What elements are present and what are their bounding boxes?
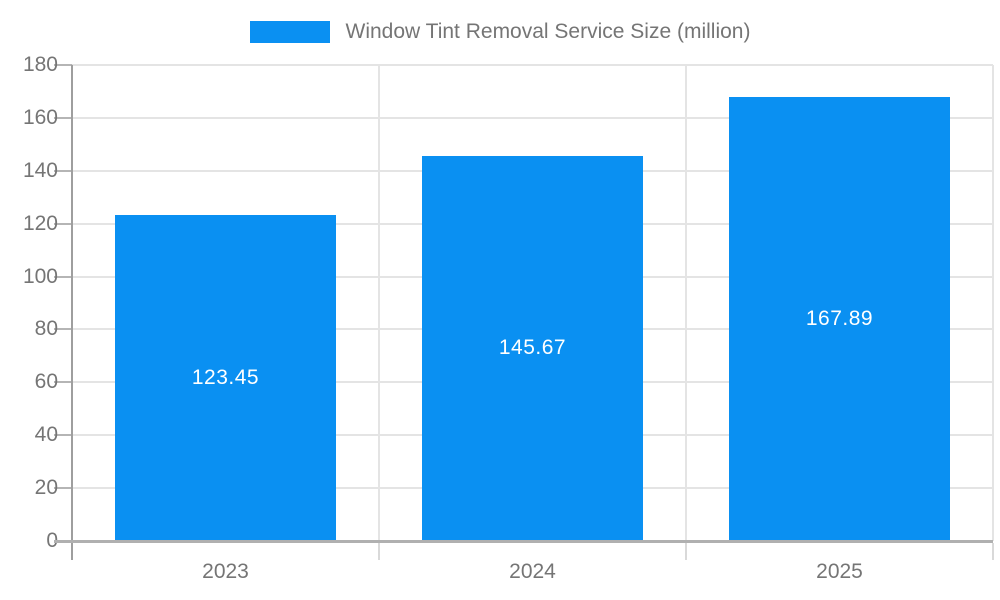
bar: 123.45 (115, 214, 336, 541)
x-tick-label: 2023 (202, 560, 249, 583)
legend-swatch (249, 21, 330, 43)
y-tick (54, 64, 72, 66)
y-tick (54, 275, 72, 278)
x-gridline (685, 65, 687, 541)
x-gridline (992, 65, 994, 541)
x-gridline (378, 65, 380, 541)
y-tick-label: 180 (22, 53, 58, 76)
y-tick-label: 100 (22, 264, 58, 288)
y-tick-label: 40 (34, 423, 58, 447)
bar: 167.89 (729, 97, 950, 541)
legend-label: Window Tint Removal Service Size (millio… (345, 20, 751, 43)
x-tick-label: 2025 (816, 560, 863, 583)
y-gridline (72, 116, 993, 119)
y-tick (54, 381, 72, 384)
y-tick (54, 169, 72, 172)
x-axis-line (54, 540, 993, 543)
y-tick-label: 60 (34, 370, 58, 394)
y-tick (54, 487, 72, 490)
legend: Window Tint Removal Service Size (millio… (0, 19, 1000, 45)
y-tick (54, 328, 72, 331)
y-tick-label: 140 (22, 158, 58, 182)
y-gridline (72, 64, 993, 66)
y-tick-label: 160 (22, 105, 58, 129)
x-tick-label: 2024 (509, 560, 556, 583)
x-tick (685, 543, 687, 560)
x-tick (378, 543, 380, 560)
bar: 145.67 (422, 155, 643, 541)
y-tick-label: 120 (22, 211, 58, 235)
y-tick (54, 116, 72, 119)
y-tick (54, 222, 72, 225)
bar-value-label: 145.67 (498, 336, 567, 360)
y-tick-label: 0 (46, 529, 58, 552)
bar-value-label: 123.45 (191, 365, 260, 389)
y-tick (54, 434, 72, 437)
y-tick-label: 20 (34, 476, 58, 500)
bar-value-label: 167.89 (805, 307, 874, 330)
x-tick (992, 543, 994, 560)
y-tick-label: 80 (34, 317, 58, 341)
y-axis-line (71, 65, 73, 560)
